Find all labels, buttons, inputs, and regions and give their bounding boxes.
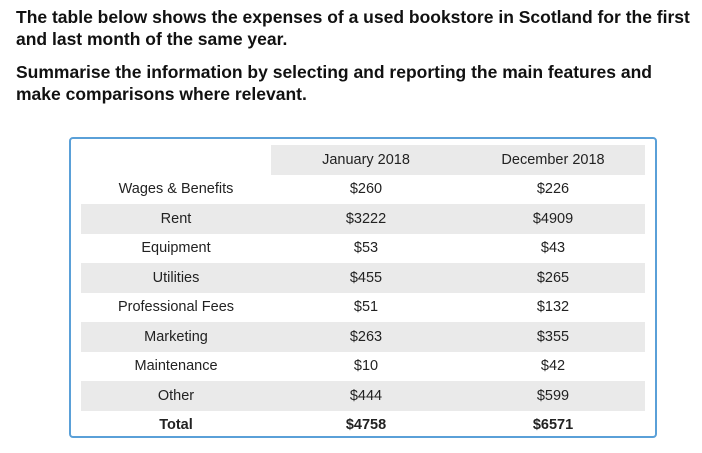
row-label: Maintenance — [134, 358, 218, 375]
row-label: Professional Fees — [117, 299, 235, 316]
table-row: Other $444 $599 — [81, 381, 645, 411]
task-prompt: The table below shows the expenses of a … — [16, 6, 696, 116]
january-value: $455 — [271, 263, 461, 293]
column-header-january: January 2018 — [271, 145, 461, 175]
row-label: Equipment — [141, 240, 211, 257]
expense-table-card: January 2018 December 2018 Wages & Benef… — [69, 137, 657, 438]
row-label: Utilities — [81, 263, 271, 293]
january-value: $3222 — [271, 204, 461, 234]
january-value: $444 — [271, 381, 461, 411]
table-row: Wages & Benefits $260 $226 — [81, 175, 645, 205]
prompt-line-2: Summarise the information by selecting a… — [16, 62, 652, 104]
december-value: $599 — [461, 381, 645, 411]
december-value: $355 — [461, 322, 645, 352]
table-row: Equipment $53 $43 — [81, 234, 645, 264]
prompt-line-1: The table below shows the expenses of a … — [16, 7, 690, 49]
january-value: $53 — [353, 240, 379, 257]
january-value: $4758 — [345, 417, 387, 434]
column-header-blank — [81, 145, 271, 175]
row-label: Wages & Benefits — [118, 181, 234, 198]
december-value: $226 — [536, 181, 570, 198]
december-value: $132 — [536, 299, 570, 316]
row-label: Rent — [81, 204, 271, 234]
expense-table: January 2018 December 2018 Wages & Benef… — [81, 145, 645, 440]
table-body: Wages & Benefits $260 $226 Rent $3222 $4909 Eq… — [81, 175, 645, 441]
row-label: Total — [159, 417, 193, 434]
january-value: $51 — [353, 299, 379, 316]
table-row: Total $4758 $6571 — [81, 411, 645, 441]
table-row: Marketing $263 $355 — [81, 322, 645, 352]
december-value: $4909 — [461, 204, 645, 234]
table-row: Rent $3222 $4909 — [81, 204, 645, 234]
row-label: Other — [81, 381, 271, 411]
december-value: $6571 — [532, 417, 574, 434]
december-value: $43 — [540, 240, 566, 257]
january-value: $260 — [349, 181, 383, 198]
january-value: $263 — [271, 322, 461, 352]
january-value: $10 — [353, 358, 379, 375]
column-header-december: December 2018 — [461, 145, 645, 175]
table-row: Utilities $455 $265 — [81, 263, 645, 293]
table-row: Professional Fees $51 $132 — [81, 293, 645, 323]
december-value: $265 — [461, 263, 645, 293]
row-label: Marketing — [81, 322, 271, 352]
table-header-row: January 2018 December 2018 — [81, 145, 645, 175]
table-row: Maintenance $10 $42 — [81, 352, 645, 382]
december-value: $42 — [540, 358, 566, 375]
